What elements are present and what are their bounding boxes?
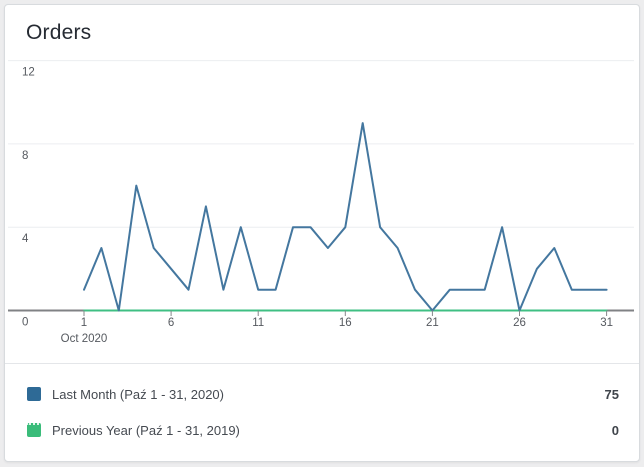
svg-text:8: 8 — [22, 150, 28, 162]
svg-text:16: 16 — [339, 317, 352, 329]
orders-card: Orders 1 6 11 16 21 26 31 0 4 8 12 Oct 2020 Last Mo… — [4, 4, 640, 462]
svg-text:26: 26 — [513, 317, 526, 329]
svg-text:12: 12 — [22, 67, 35, 79]
legend-row-last-month: Last Month (Paź 1 - 31, 2020) 75 — [27, 376, 619, 412]
svg-text:6: 6 — [168, 317, 174, 329]
previous-year-label: Previous Year (Paź 1 - 31, 2019) — [52, 422, 240, 438]
chart-area[interactable]: 1 6 11 16 21 26 31 0 4 8 12 Oct 2020 — [5, 51, 639, 349]
previous-year-swatch — [27, 423, 41, 437]
svg-text:Oct 2020: Oct 2020 — [61, 333, 108, 345]
svg-text:1: 1 — [81, 317, 87, 329]
previous-year-total: 0 — [611, 422, 619, 438]
card-title: Orders — [26, 21, 92, 44]
svg-text:31: 31 — [600, 317, 613, 329]
last-month-swatch — [27, 387, 41, 401]
last-month-total: 75 — [604, 386, 619, 402]
chart-legend: Last Month (Paź 1 - 31, 2020) 75 Previou… — [5, 363, 639, 458]
svg-text:11: 11 — [252, 317, 264, 329]
last-month-label: Last Month (Paź 1 - 31, 2020) — [52, 386, 224, 402]
legend-row-previous-year: Previous Year (Paź 1 - 31, 2019) 0 — [27, 412, 619, 448]
svg-text:21: 21 — [426, 317, 439, 329]
svg-text:4: 4 — [22, 233, 29, 245]
svg-text:0: 0 — [22, 317, 28, 329]
